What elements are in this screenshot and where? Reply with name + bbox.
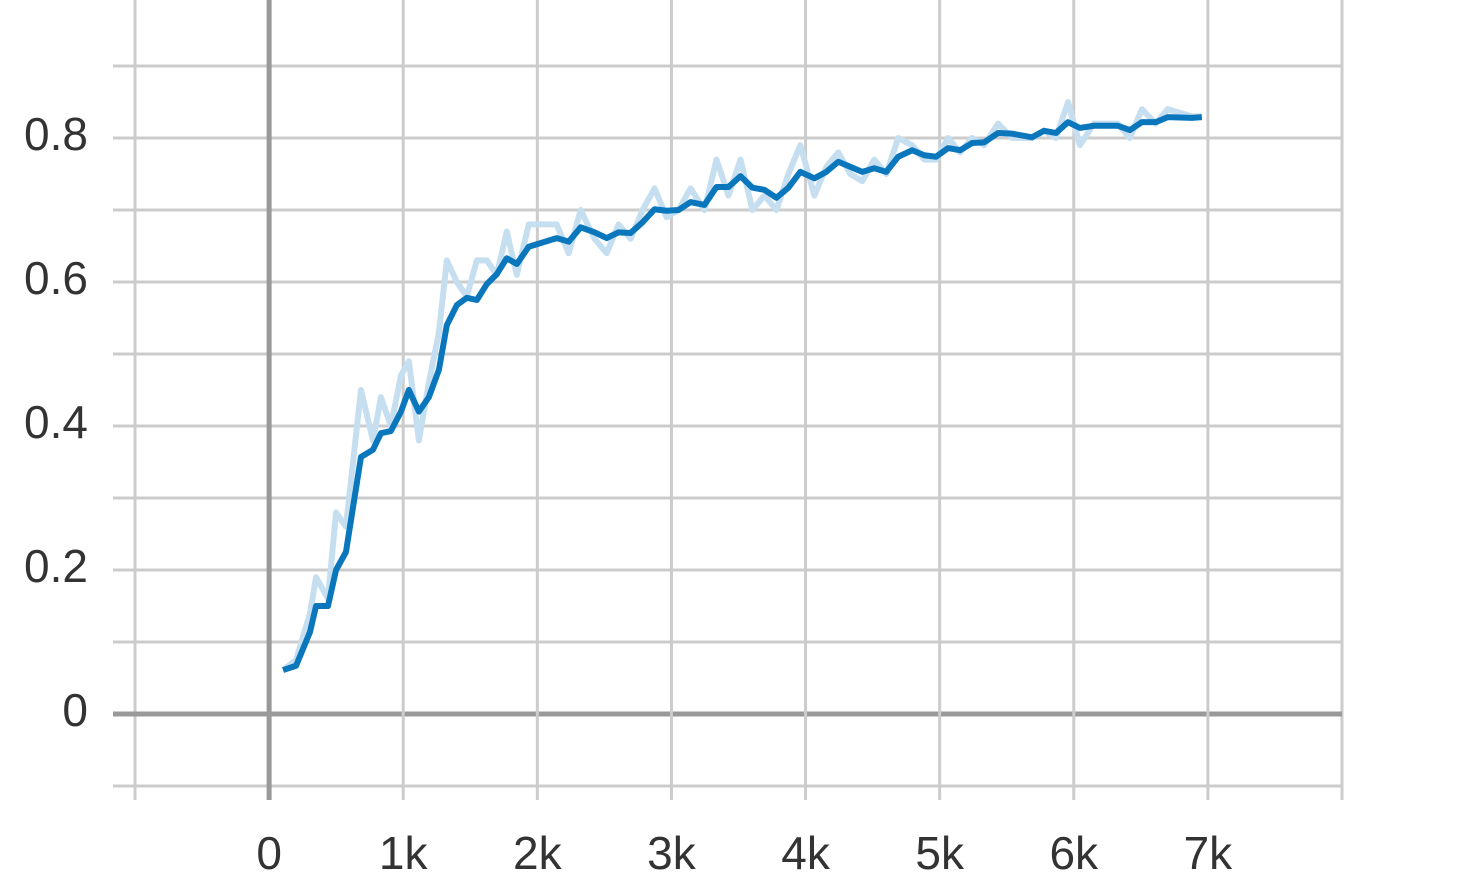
y-tick-label: 0.6 xyxy=(24,252,88,304)
x-tick-label: 4k xyxy=(781,827,831,879)
line-series xyxy=(282,114,1203,673)
x-tick-label: 0 xyxy=(256,827,282,879)
x-tick-label: 1k xyxy=(379,827,429,879)
y-tick-label: 0 xyxy=(62,684,88,736)
y-tick-label: 0.2 xyxy=(24,540,88,592)
x-tick-label: 7k xyxy=(1184,827,1234,879)
line-series xyxy=(281,99,1202,673)
y-tick-label: 0.4 xyxy=(24,396,88,448)
x-tick-label: 3k xyxy=(647,827,697,879)
x-tick-label: 5k xyxy=(915,827,965,879)
x-tick-label: 2k xyxy=(513,827,563,879)
y-tick-label: 0.8 xyxy=(24,108,88,160)
x-tick-label: 6k xyxy=(1049,827,1099,879)
